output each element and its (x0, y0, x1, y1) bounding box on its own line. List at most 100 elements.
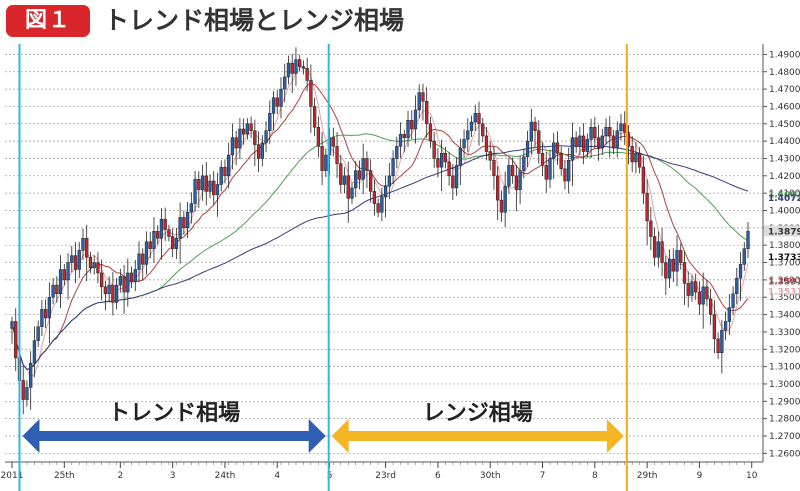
candle (667, 249, 672, 288)
candle (469, 115, 474, 138)
candle (611, 130, 616, 154)
candle (200, 164, 205, 201)
candle-body (148, 241, 152, 249)
candle-body (507, 165, 511, 187)
candle-body (697, 291, 702, 305)
candle-body (652, 236, 657, 258)
candle-body (170, 236, 175, 249)
candle (649, 207, 653, 251)
candle-body (200, 175, 205, 190)
candle (238, 118, 242, 159)
candle-body (439, 153, 444, 168)
trend-arrow (22, 419, 326, 453)
candle (114, 278, 119, 310)
candle (298, 54, 302, 72)
x-tick-label: 4 (274, 471, 280, 481)
candle-body (264, 130, 268, 144)
trend-label: トレンド相場 (108, 401, 240, 426)
y-tick-label: 1.48000 (769, 68, 800, 78)
candle-body (77, 250, 81, 270)
candle (708, 288, 713, 325)
candle-body (679, 250, 683, 263)
candle (652, 227, 657, 267)
y-axis: 1.26000 1.27000 1.28000 1.29000 1.30000 1.310… (762, 44, 800, 462)
candle-body (533, 121, 537, 131)
candle-body (694, 281, 698, 293)
candle (312, 97, 317, 137)
candle (73, 242, 78, 284)
candle-body (406, 120, 410, 138)
candle-body (664, 262, 668, 279)
figure-badge: 図１ (6, 5, 90, 37)
candle (570, 122, 575, 186)
candle-body (477, 113, 481, 125)
candle (731, 286, 735, 316)
candle (365, 151, 369, 189)
candle (271, 91, 276, 131)
candle-body (14, 321, 18, 359)
candle (58, 255, 63, 309)
candle-body (619, 123, 623, 131)
candle (694, 273, 698, 301)
candle-body (156, 231, 160, 239)
candle (395, 136, 399, 169)
candle (723, 311, 728, 341)
candle-body (720, 329, 724, 353)
candle (608, 115, 612, 158)
candle-body (738, 264, 743, 279)
candle (47, 282, 52, 344)
candle (555, 131, 560, 165)
candle (421, 83, 425, 121)
candle-body (197, 179, 201, 190)
candle (398, 122, 403, 159)
candle-body (25, 387, 29, 400)
candle-body (503, 185, 507, 213)
candle-body (260, 142, 264, 159)
candle (638, 147, 642, 174)
candle-body (645, 192, 649, 222)
candle (167, 224, 171, 242)
candle-body (537, 130, 541, 154)
candle (413, 95, 418, 144)
y-tick-label: 1.49000 (769, 50, 800, 60)
candle-body (623, 123, 627, 133)
candle-body (574, 137, 578, 147)
candle (578, 126, 582, 156)
candle-body (675, 250, 679, 272)
candle-body (600, 135, 604, 149)
candle (380, 187, 384, 222)
candle-body (58, 269, 63, 295)
candle-body (32, 340, 37, 364)
candle-body (51, 284, 55, 298)
candle-body (451, 175, 455, 189)
candle (241, 118, 246, 145)
x-tick-label: 2 (117, 471, 123, 481)
candle (290, 53, 294, 94)
candle-body (578, 135, 582, 147)
candle-body (163, 218, 167, 230)
ma-value-label: 1.40721 (768, 194, 800, 204)
candle-body (454, 165, 459, 189)
candle-body (73, 255, 78, 270)
candle-body (249, 123, 253, 131)
candle (357, 160, 362, 190)
candle-body (410, 120, 414, 130)
candle-body (552, 142, 556, 159)
candle (488, 141, 492, 171)
candle-body (137, 253, 141, 270)
candle (185, 202, 190, 239)
candle-body (133, 269, 137, 282)
candle-body (372, 191, 377, 204)
candle-body (638, 153, 642, 168)
candle-body (660, 241, 664, 263)
candle-body (114, 284, 119, 303)
candle-body (735, 277, 739, 295)
candle (122, 264, 126, 314)
candle (738, 251, 743, 301)
x-tick-label: 9 (697, 471, 703, 481)
candle (51, 277, 55, 305)
candle (107, 276, 111, 303)
candle (742, 242, 746, 271)
candle-body (312, 106, 317, 128)
